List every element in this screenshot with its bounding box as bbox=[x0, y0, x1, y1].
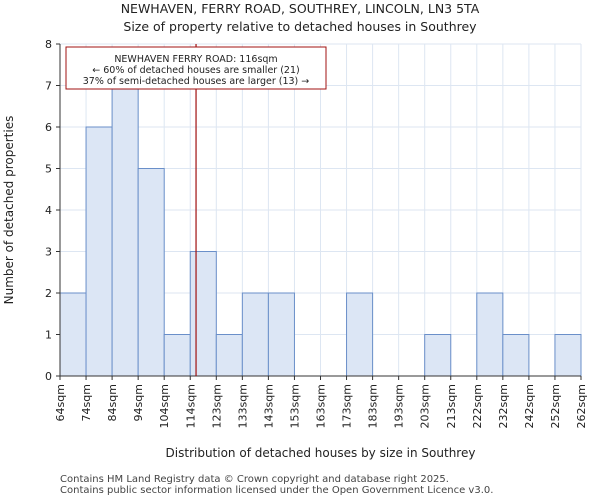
histogram-chart: 0 1 2 3 4 5 6 7 8 64sqm 74sqm 84sqm 94sqm 104sqm 114sq… bbox=[2, 38, 588, 460]
x-tick-label: 153sqm bbox=[288, 384, 301, 428]
x-tick-label: 232sqm bbox=[497, 384, 510, 428]
x-tick-label: 183sqm bbox=[367, 384, 380, 428]
x-tick-label: 213sqm bbox=[445, 384, 458, 428]
x-tick-label: 193sqm bbox=[393, 384, 406, 428]
x-tick-label: 262sqm bbox=[575, 384, 588, 428]
y-tick-label: 8 bbox=[45, 38, 52, 51]
y-tick-label: 6 bbox=[45, 121, 52, 134]
histogram-bar bbox=[502, 334, 530, 377]
annotation-line: 37% of semi-detached houses are larger (… bbox=[83, 76, 310, 87]
footer-licence: Contains public sector information licen… bbox=[60, 485, 494, 496]
annotation-line: ← 60% of detached houses are smaller (21… bbox=[92, 65, 299, 76]
annotation-box bbox=[65, 46, 327, 90]
histogram-bar bbox=[554, 334, 582, 377]
x-tick-label: 104sqm bbox=[158, 384, 171, 428]
x-tick-label: 242sqm bbox=[523, 384, 536, 428]
y-tick-label: 5 bbox=[45, 163, 52, 176]
histogram-bar bbox=[85, 126, 113, 377]
x-tick-label: 123sqm bbox=[210, 384, 223, 428]
x-tick-label: 114sqm bbox=[184, 384, 197, 428]
x-tick-label: 74sqm bbox=[80, 384, 93, 421]
footer-copyright: Contains HM Land Registry data © Crown c… bbox=[60, 474, 449, 485]
histogram-bar bbox=[476, 292, 504, 377]
chart-title: NEWHAVEN, FERRY ROAD, SOUTHREY, LINCOLN,… bbox=[120, 1, 480, 16]
y-axis-label: Number of detached properties bbox=[2, 116, 16, 305]
histogram-bar bbox=[137, 168, 165, 377]
x-tick-label: 173sqm bbox=[341, 384, 354, 428]
chart-subtitle: Size of property relative to detached ho… bbox=[123, 19, 477, 34]
histogram-bar bbox=[424, 334, 452, 377]
y-tick-label: 1 bbox=[45, 329, 52, 342]
y-tick-label: 0 bbox=[45, 370, 52, 383]
histogram-bar bbox=[215, 334, 243, 377]
x-tick-label: 143sqm bbox=[262, 384, 275, 428]
x-tick-label: 163sqm bbox=[315, 384, 328, 428]
x-tick-label: 84sqm bbox=[106, 384, 119, 421]
x-axis-label: Distribution of detached houses by size … bbox=[166, 446, 476, 460]
y-tick-label: 7 bbox=[45, 80, 52, 93]
histogram-bar bbox=[267, 292, 295, 377]
histogram-bar bbox=[346, 292, 374, 377]
y-tick-label: 4 bbox=[45, 204, 52, 217]
histogram-bar bbox=[59, 292, 87, 377]
histogram-bar bbox=[189, 251, 217, 377]
x-tick-label: 133sqm bbox=[236, 384, 249, 428]
x-tick-label: 252sqm bbox=[549, 384, 562, 428]
histogram-bar bbox=[111, 85, 139, 377]
y-tick-label: 2 bbox=[45, 287, 52, 300]
x-tick-label: 203sqm bbox=[419, 384, 432, 428]
annotation-line: NEWHAVEN FERRY ROAD: 116sqm bbox=[114, 54, 277, 65]
histogram-bar bbox=[163, 334, 191, 377]
x-tick-label: 222sqm bbox=[471, 384, 484, 428]
y-tick-label: 3 bbox=[45, 246, 52, 259]
histogram-bar bbox=[241, 292, 269, 377]
x-tick-label: 94sqm bbox=[132, 384, 145, 421]
x-tick-label: 64sqm bbox=[54, 384, 67, 421]
